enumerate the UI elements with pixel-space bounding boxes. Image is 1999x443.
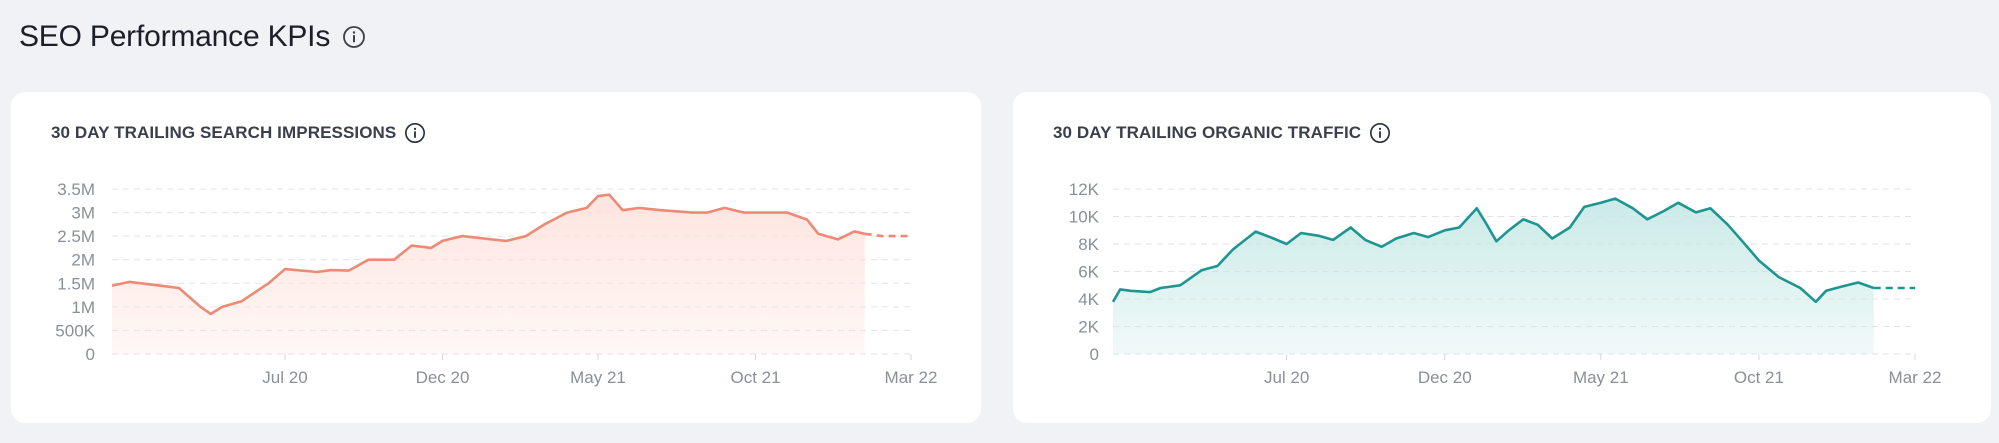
y-tick-label: 10K: [1069, 208, 1100, 227]
y-tick-label: 1.5M: [57, 274, 95, 293]
x-tick-label: Mar 22: [1889, 368, 1942, 387]
series-line: [111, 193, 865, 316]
y-tick-label: 2K: [1078, 318, 1099, 337]
y-tick-label: 4K: [1078, 290, 1099, 309]
series-line: [1111, 197, 1875, 304]
area-fill: [1113, 198, 1874, 354]
y-tick-label: 2.5M: [57, 227, 95, 246]
info-icon[interactable]: [404, 122, 426, 144]
y-tick-label: 2M: [71, 251, 95, 270]
page-title: SEO Performance KPIs: [19, 20, 366, 54]
y-tick-label: 0: [86, 345, 95, 364]
organic-traffic-card: 30 DAY TRAILING ORGANIC TRAFFIC 0 2K 4K 6K 8…: [1013, 92, 1991, 423]
y-tick-label: 6K: [1078, 263, 1099, 282]
impressions-chart: 0 500K 1M 1.5M 2M 2.5M 3M 3.5M Jul 20 Dec 20 May 2…: [55, 180, 938, 387]
card-title-text: 30 DAY TRAILING ORGANIC TRAFFIC: [1053, 123, 1362, 142]
x-tick-label: Oct 21: [1734, 368, 1784, 387]
x-tick-label: Oct 21: [730, 368, 780, 387]
y-tick-label: 8K: [1078, 235, 1099, 254]
x-tick-label: May 21: [570, 368, 626, 387]
x-tick-label: Jul 20: [262, 368, 307, 387]
y-tick-label: 12K: [1069, 180, 1100, 199]
x-tick-label: Dec 20: [416, 368, 470, 387]
card-title-text: 30 DAY TRAILING SEARCH IMPRESSIONS: [51, 123, 397, 142]
card-title: 30 DAY TRAILING SEARCH IMPRESSIONS: [51, 122, 426, 144]
x-tick-label: Mar 22: [885, 368, 938, 387]
x-tick-label: Dec 20: [1418, 368, 1472, 387]
card-title: 30 DAY TRAILING ORGANIC TRAFFIC: [1053, 122, 1391, 144]
info-icon[interactable]: [342, 25, 366, 49]
y-tick-label: 3.5M: [57, 180, 95, 199]
area-fill: [112, 194, 865, 354]
x-tick-label: Jul 20: [1264, 368, 1309, 387]
y-tick-label: 500K: [55, 321, 95, 340]
x-tick-label: May 21: [1573, 368, 1629, 387]
y-tick-label: 0: [1090, 345, 1099, 364]
forecast-line: [864, 232, 911, 238]
y-tick-label: 3M: [71, 204, 95, 223]
info-icon[interactable]: [1369, 122, 1391, 144]
page-title-text: SEO Performance KPIs: [19, 20, 331, 53]
impressions-card: 30 DAY TRAILING SEARCH IMPRESSIONS 0 500K…: [11, 92, 981, 423]
organic-traffic-chart: 0 2K 4K 6K 8K 10K 12K Jul 20 Dec 20 May 21 Oct 21 M…: [1069, 180, 1942, 387]
y-tick-label: 1M: [71, 298, 95, 317]
